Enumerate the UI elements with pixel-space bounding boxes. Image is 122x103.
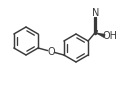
Polygon shape	[95, 33, 105, 38]
Text: O: O	[47, 46, 55, 57]
Text: N: N	[92, 8, 99, 18]
Text: OH: OH	[103, 31, 118, 41]
Text: •: •	[95, 29, 99, 35]
